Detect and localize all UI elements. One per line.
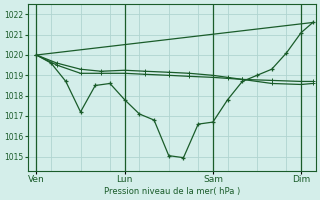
X-axis label: Pression niveau de la mer( hPa ): Pression niveau de la mer( hPa ) <box>104 187 240 196</box>
